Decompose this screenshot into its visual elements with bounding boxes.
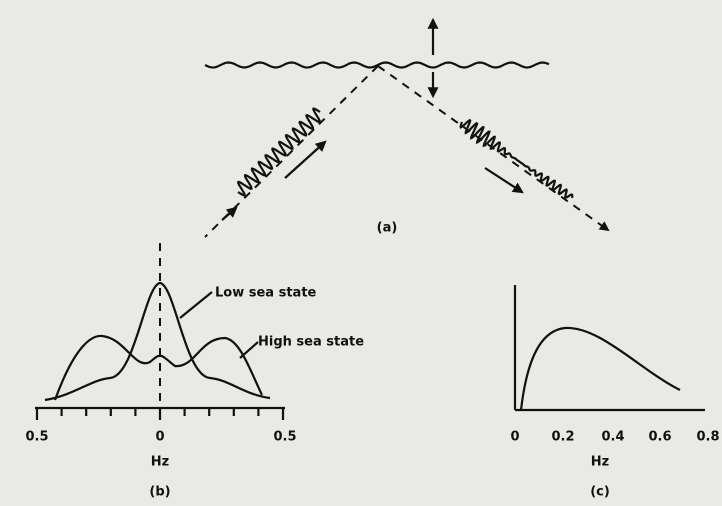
tick-label: 0: [155, 430, 164, 445]
tick-label: 0.6: [648, 430, 671, 445]
annotation: Low sea state: [215, 286, 317, 301]
tick-label: 0.4: [601, 430, 624, 445]
panel-label: (b): [149, 485, 170, 500]
tick-label: 0.2: [551, 430, 574, 445]
figure: (a) Low sea state High sea state 0.5 0 0…: [0, 0, 722, 506]
annotation: High sea state: [258, 335, 364, 350]
axis-label: Hz: [151, 455, 169, 470]
tick-label: 0.5: [25, 430, 48, 445]
panel-label: (a): [377, 221, 398, 236]
panel-label: (c): [590, 485, 610, 500]
tick-label: 0.5: [273, 430, 296, 445]
axis-label: Hz: [591, 455, 609, 470]
tick-label: 0: [510, 430, 519, 445]
tick-label: 0.8: [696, 430, 719, 445]
